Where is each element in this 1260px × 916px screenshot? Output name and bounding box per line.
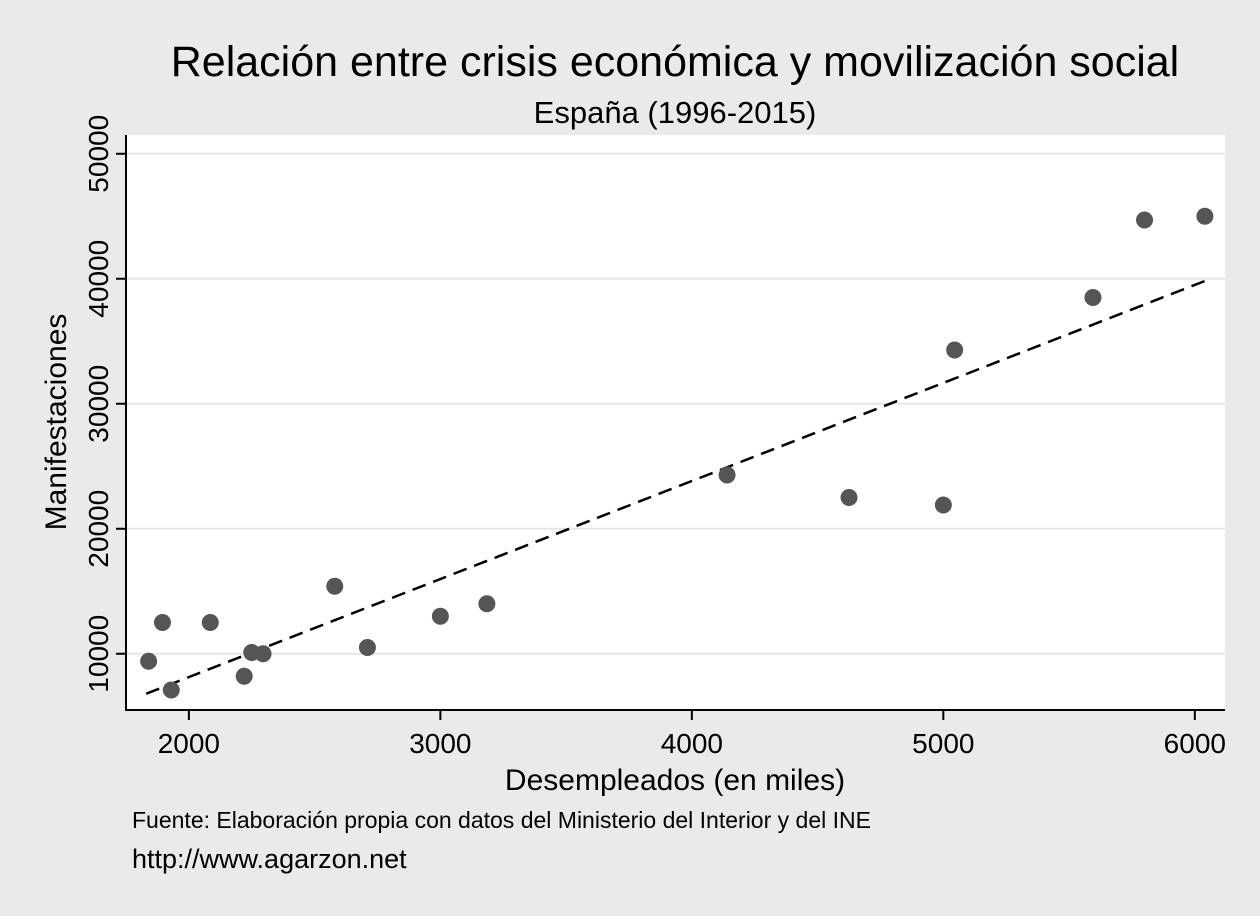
fit-line-group bbox=[145, 278, 1208, 695]
gridlines bbox=[126, 152, 1225, 655]
x-tick-label: 3000 bbox=[409, 728, 471, 759]
data-point bbox=[840, 489, 858, 506]
y-tick-label: 40000 bbox=[83, 240, 114, 318]
data-point bbox=[254, 645, 272, 663]
data-point bbox=[946, 341, 964, 359]
source-note: Fuente: Elaboración propia con datos del… bbox=[132, 807, 871, 833]
x-axis-ticks: 2000 3000 4000 5000 6000 bbox=[158, 710, 1226, 759]
data-point bbox=[1136, 211, 1154, 229]
x-axis-label: Desempleados (en miles) bbox=[505, 764, 845, 797]
x-tick-label: 4000 bbox=[661, 728, 723, 759]
data-point bbox=[1196, 207, 1214, 225]
fit-line bbox=[145, 278, 1208, 695]
data-point bbox=[140, 652, 158, 670]
data-point bbox=[934, 496, 952, 514]
data-point bbox=[326, 577, 344, 595]
x-tick-label: 5000 bbox=[912, 728, 974, 759]
data-point bbox=[201, 614, 219, 631]
data-point bbox=[1084, 289, 1102, 306]
y-tick-label: 30000 bbox=[83, 365, 114, 443]
data-point bbox=[431, 607, 449, 625]
chart-title: Relación entre crisis económica y movili… bbox=[171, 38, 1180, 86]
chart-subtitle: España (1996-2015) bbox=[534, 95, 817, 130]
y-axis-ticks: 10000 20000 30000 40000 50000 bbox=[83, 115, 126, 693]
y-tick-label: 10000 bbox=[83, 615, 114, 693]
data-point bbox=[162, 681, 180, 699]
data-point bbox=[153, 614, 171, 631]
plot-area bbox=[126, 135, 1225, 710]
data-point bbox=[718, 466, 736, 484]
y-tick-label: 50000 bbox=[83, 115, 114, 193]
y-tick-label: 20000 bbox=[83, 490, 114, 568]
x-tick-label: 2000 bbox=[158, 728, 220, 759]
data-point bbox=[235, 667, 253, 685]
x-tick-label: 6000 bbox=[1164, 728, 1226, 759]
data-point bbox=[478, 595, 496, 613]
scatter-points bbox=[140, 207, 1214, 699]
data-point bbox=[358, 639, 376, 656]
source-url: http://www.agarzon.net bbox=[132, 844, 407, 874]
y-axis-label: Manifestaciones bbox=[40, 314, 73, 531]
